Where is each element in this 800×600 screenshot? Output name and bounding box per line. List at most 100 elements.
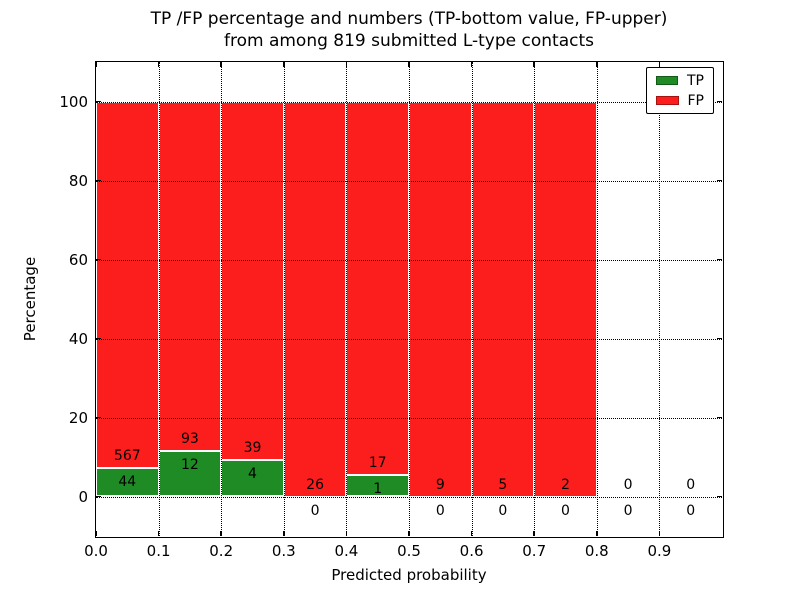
y-tick-mark-right xyxy=(717,337,722,340)
chart-title: TP /FP percentage and numbers (TP-bottom… xyxy=(96,8,722,52)
y-tick-label: 0 xyxy=(78,487,88,506)
y-tick-label: 80 xyxy=(68,171,88,190)
tp-count-label: 0 xyxy=(498,502,508,519)
x-tick-mark xyxy=(157,531,160,536)
fp-count-label: 26 xyxy=(306,476,325,493)
y-tick-mark xyxy=(96,416,101,419)
y-tick-mark-right xyxy=(717,179,722,182)
vertical-gridline xyxy=(596,62,598,536)
y-tick-mark-right xyxy=(717,416,722,419)
fp-count-label: 0 xyxy=(686,476,696,493)
tp-count-label: 4 xyxy=(248,465,257,482)
x-tick-label: 0.4 xyxy=(334,542,359,560)
y-tick-mark-right xyxy=(717,258,722,261)
fp-count-label: 2 xyxy=(561,476,570,493)
y-tick-mark xyxy=(96,100,101,103)
vertical-gridline xyxy=(659,62,661,536)
fp-bar-segment xyxy=(96,101,159,469)
tp-bar-segment xyxy=(158,451,222,497)
tp-count-label: 1 xyxy=(373,480,383,497)
fp-count-label: 5 xyxy=(498,476,508,493)
vertical-gridline xyxy=(346,62,348,536)
x-tick-mark-top xyxy=(596,62,598,67)
x-tick-mark-top xyxy=(283,62,285,67)
x-tick-mark-top xyxy=(95,62,97,67)
x-tick-label: 0.9 xyxy=(647,542,672,560)
x-tick-mark xyxy=(470,531,473,536)
x-tick-label: 0.0 xyxy=(84,542,108,560)
tp-count-label: 44 xyxy=(118,474,137,491)
y-tick-mark xyxy=(96,258,101,261)
x-tick-label: 0.6 xyxy=(459,542,484,560)
x-tick-label: 0.3 xyxy=(271,542,296,560)
x-tick-mark-top xyxy=(533,62,535,67)
vertical-gridline xyxy=(283,62,285,536)
vertical-gridline xyxy=(221,62,223,536)
fp-bar-segment xyxy=(471,101,535,497)
vertical-gridline xyxy=(409,62,410,536)
x-tick-mark xyxy=(345,531,348,536)
legend: TP FP xyxy=(646,67,714,114)
x-tick-label: 0.7 xyxy=(522,542,547,560)
horizontal-gridline xyxy=(96,101,722,103)
vertical-gridline xyxy=(158,62,160,536)
y-tick-mark xyxy=(96,337,101,340)
y-tick-label: 100 xyxy=(59,92,88,111)
x-tick-mark xyxy=(95,531,97,536)
y-tick-mark xyxy=(96,495,101,498)
plot-frame xyxy=(94,60,724,538)
y-tick-mark-right xyxy=(717,495,722,498)
fp-count-label: 0 xyxy=(623,476,633,493)
fp-count-label: 567 xyxy=(113,448,141,465)
x-tick-label: 0.2 xyxy=(209,542,234,560)
x-tick-mark xyxy=(283,531,285,536)
x-tick-mark xyxy=(220,531,222,536)
legend-label: TP xyxy=(687,72,704,89)
vertical-gridline xyxy=(534,62,536,536)
x-tick-label: 0.5 xyxy=(397,542,421,560)
x-tick-mark xyxy=(658,531,661,536)
y-tick-mark-right xyxy=(717,100,722,103)
fp-count-label: 9 xyxy=(435,476,445,493)
x-axis-label: Predicted probability xyxy=(331,566,487,584)
y-tick-label: 40 xyxy=(68,329,88,348)
horizontal-gridline xyxy=(96,496,722,498)
y-axis-label: Percentage xyxy=(21,256,39,342)
tp-count-label: 0 xyxy=(561,502,570,519)
x-tick-label: 0.8 xyxy=(584,542,609,560)
x-tick-mark xyxy=(408,531,410,536)
x-tick-mark-top xyxy=(408,62,410,67)
legend-swatch-tp xyxy=(656,76,678,85)
chart-title-line1: TP /FP percentage and numbers (TP-bottom… xyxy=(150,9,668,29)
horizontal-gridline xyxy=(96,180,722,182)
vertical-gridline xyxy=(471,62,473,536)
tp-count-label: 0 xyxy=(435,502,445,519)
legend-entry: FP xyxy=(656,94,704,108)
tp-count-label: 0 xyxy=(310,502,320,519)
x-tick-mark xyxy=(596,531,598,536)
y-tick-label: 20 xyxy=(68,408,88,427)
tp-bar-segment xyxy=(96,468,159,497)
tp-count-label: 12 xyxy=(180,457,199,474)
x-tick-mark-top xyxy=(658,62,661,67)
y-tick-mark xyxy=(96,179,101,182)
fp-count-label: 17 xyxy=(368,454,387,471)
legend-entry: TP xyxy=(656,74,704,88)
x-tick-mark-top xyxy=(220,62,222,67)
chart-title-line2: from among 819 submitted L-type contacts xyxy=(223,31,594,51)
x-tick-mark-top xyxy=(470,62,473,67)
legend-swatch-fp xyxy=(656,96,679,105)
horizontal-gridline xyxy=(96,338,722,340)
legend-label: FP xyxy=(687,92,705,109)
x-tick-mark-top xyxy=(345,62,348,67)
tp-bar-segment xyxy=(221,459,284,497)
x-tick-mark-top xyxy=(157,62,160,67)
y-tick-label: 60 xyxy=(68,250,88,269)
x-tick-mark xyxy=(533,531,535,536)
x-tick-label: 0.1 xyxy=(146,542,171,560)
